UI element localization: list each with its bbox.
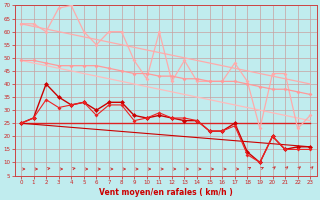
X-axis label: Vent moyen/en rafales ( km/h ): Vent moyen/en rafales ( km/h ) bbox=[99, 188, 232, 197]
